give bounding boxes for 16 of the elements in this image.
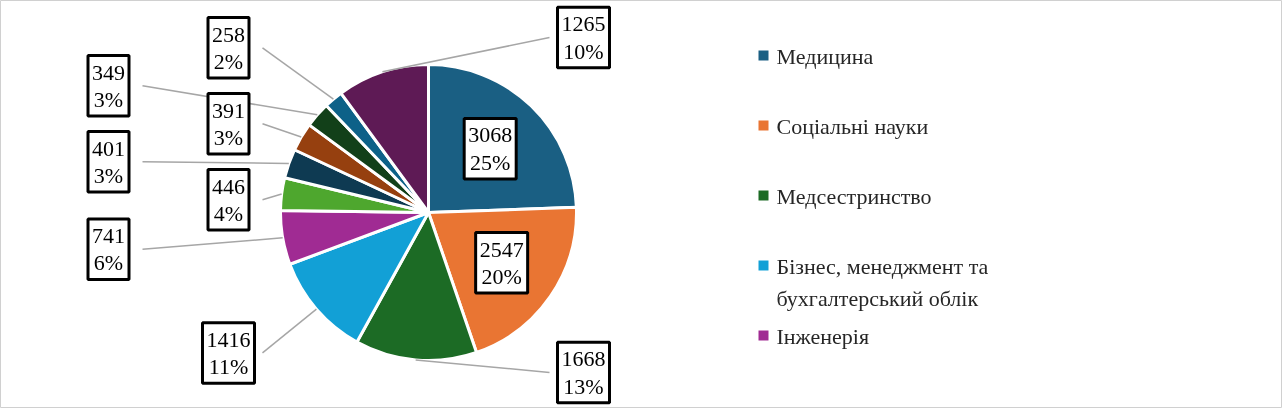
legend-label: Медицина <box>776 43 874 69</box>
data-label: 391 3% <box>212 97 245 151</box>
legend-label: Соціальні науки <box>776 113 929 139</box>
data-label: 349 3% <box>92 59 125 113</box>
data-label: 1668 13% <box>561 346 606 399</box>
data-label: 3068 25% <box>468 122 513 175</box>
data-label: 401 3% <box>92 135 125 189</box>
legend-label: Інженерія <box>776 323 870 349</box>
data-label: 2547 20% <box>479 236 524 290</box>
legend-label: Медсестринство <box>776 183 932 209</box>
data-label: 1265 10% <box>561 11 606 64</box>
data-label: 258 2% <box>212 21 245 75</box>
data-label: 446 4% <box>212 173 245 227</box>
data-label: 741 6% <box>92 222 125 276</box>
data-label: 1416 11% <box>206 326 251 380</box>
legend-label: Бізнес, менеджмент та бухгалтерський облік <box>776 253 989 311</box>
